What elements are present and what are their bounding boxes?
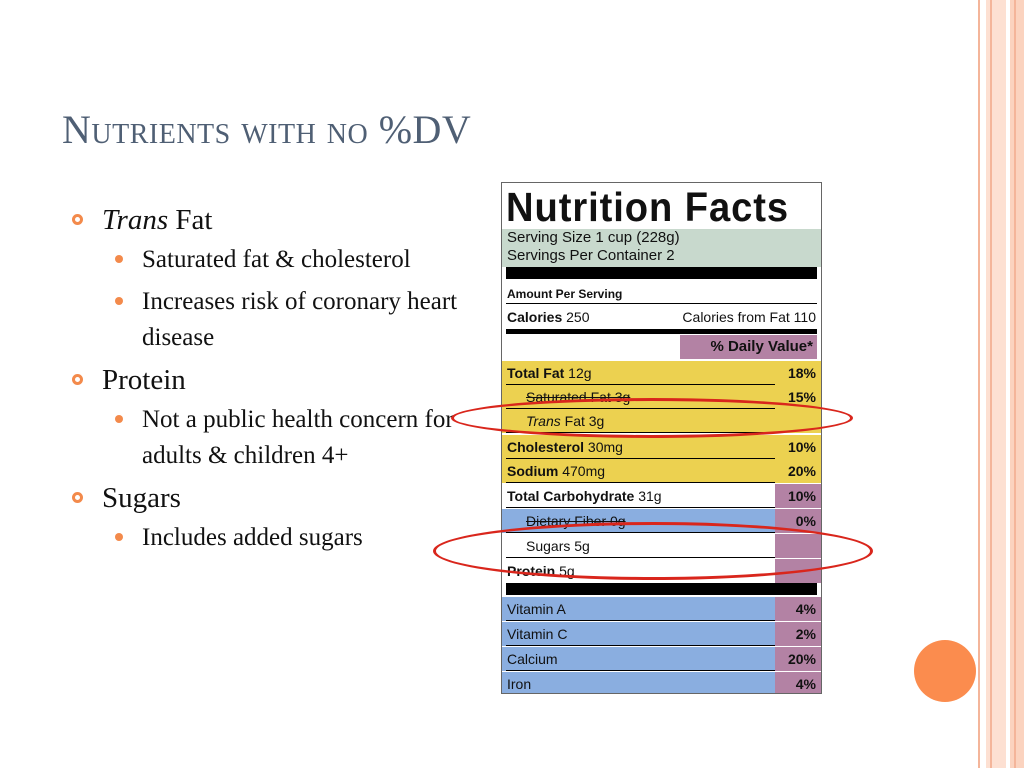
decor-stripe [978,0,980,768]
nutrient-name: Vitamin A [507,601,566,617]
nutrient-row-vitamin-a: Vitamin A 4% [502,597,821,621]
nutrition-facts-label: Nutrition Facts Serving Size 1 cup (228g… [501,182,822,694]
nutrient-dv: 2% [775,622,821,646]
nutrient-name: Total Fat [507,365,565,381]
sub-bullet: Increases risk of coronary heart disease [102,284,470,356]
decor-stripe [986,0,1006,768]
nutrient-row-total-carbohydrate: Total Carbohydrate 31g 10% [502,484,821,508]
calories-label: Calories [507,309,563,325]
nutrient-name: Vitamin C [507,626,568,642]
nutrient-name: Sodium [507,463,559,479]
bullet-ring-icon [72,492,83,503]
serving-info: Serving Size 1 cup (228g) Servings Per C… [502,229,821,267]
slide-title: Nutrients with no %DV [62,107,472,152]
divider [506,384,775,385]
nutrient-dv: 10% [775,435,821,459]
divider [506,458,775,459]
decor-orange-circle [914,640,976,702]
bullet-dot-icon [115,297,123,305]
thick-divider [506,267,817,279]
nutrient-row-iron: Iron 4% [502,672,821,693]
bullet-label: Protein [102,364,186,396]
nutrient-dv: 4% [775,672,821,693]
bullet-dot-icon [115,415,123,423]
amount-per-serving: Amount Per Serving [507,287,623,301]
thick-divider [506,583,817,595]
highlight-ellipse-trans-fat [451,398,853,438]
calories-value: 250 [562,309,590,325]
bullet-dot-icon [115,255,123,263]
nutrient-name: Calcium [507,651,558,667]
bullet-protein: Protein Not a public health concern for … [70,362,470,474]
sub-bullet: Includes added sugars [102,520,470,556]
nutrient-row-cholesterol: Cholesterol 30mg 10% [502,435,821,459]
nutrient-amount: 30mg [584,439,623,455]
nutrient-name: Total Carbohydrate [507,488,635,504]
sub-bullet-text: Increases risk of coronary heart disease [142,288,458,351]
nutrient-dv: 20% [775,647,821,671]
calories-from-fat: Calories from Fat 110 [682,309,816,325]
bullet-ring-icon [72,214,83,225]
divider [506,303,817,304]
bullet-label-italic: Trans [102,204,169,236]
calories-row: Calories 250 Calories from Fat 110 [507,309,816,325]
nutrient-row-calcium: Calcium 20% [502,647,821,671]
bullet-trans-fat: Trans Fat Saturated fat & cholesterol In… [70,202,470,356]
nutrient-row-total-fat: Total Fat 12g 18% [502,361,821,385]
sub-bullet-text: Includes added sugars [142,524,363,551]
servings-per-container: Servings Per Container 2 [507,247,675,264]
nutrient-amount: 31g [634,488,662,504]
nutrient-name: Iron [507,676,532,692]
sub-bullet: Not a public health concern for adults &… [102,402,470,474]
nutrient-row-vitamin-c: Vitamin C 2% [502,622,821,646]
decor-stripe [990,0,992,768]
divider [506,482,775,483]
decor-stripe [1010,0,1024,768]
nutrient-dv: 18% [775,361,821,385]
divider [506,507,775,508]
bullet-ring-icon [72,374,83,385]
nutrient-dv: 20% [775,459,821,483]
highlight-ellipse-sugars-protein [433,522,873,580]
nutrient-name: Cholesterol [507,439,585,455]
thick-divider [506,329,817,334]
bullet-dot-icon [115,533,123,541]
bullet-label: Fat [168,204,213,236]
decor-stripe [1014,0,1016,768]
nutrient-amount: 470mg [558,463,606,479]
sub-bullet-text: Saturated fat & cholesterol [142,246,411,273]
serving-size: Serving Size 1 cup (228g) [507,229,680,246]
sub-bullet-text: Not a public health concern for adults &… [142,406,454,469]
nutrient-dv: 10% [775,484,821,508]
bullet-sugars: Sugars Includes added sugars [70,480,470,556]
divider [506,645,775,646]
nutrient-row-sodium: Sodium 470mg 20% [502,459,821,483]
daily-value-header: % Daily Value* [680,335,817,359]
divider [506,670,775,671]
sub-bullet: Saturated fat & cholesterol [102,242,470,278]
bullet-list: Trans Fat Saturated fat & cholesterol In… [70,202,470,562]
nutrient-dv: 4% [775,597,821,621]
bullet-label: Sugars [102,482,181,514]
nutrient-amount: 12g [564,365,592,381]
nutrition-facts-title: Nutrition Facts [506,184,789,230]
divider [506,620,775,621]
